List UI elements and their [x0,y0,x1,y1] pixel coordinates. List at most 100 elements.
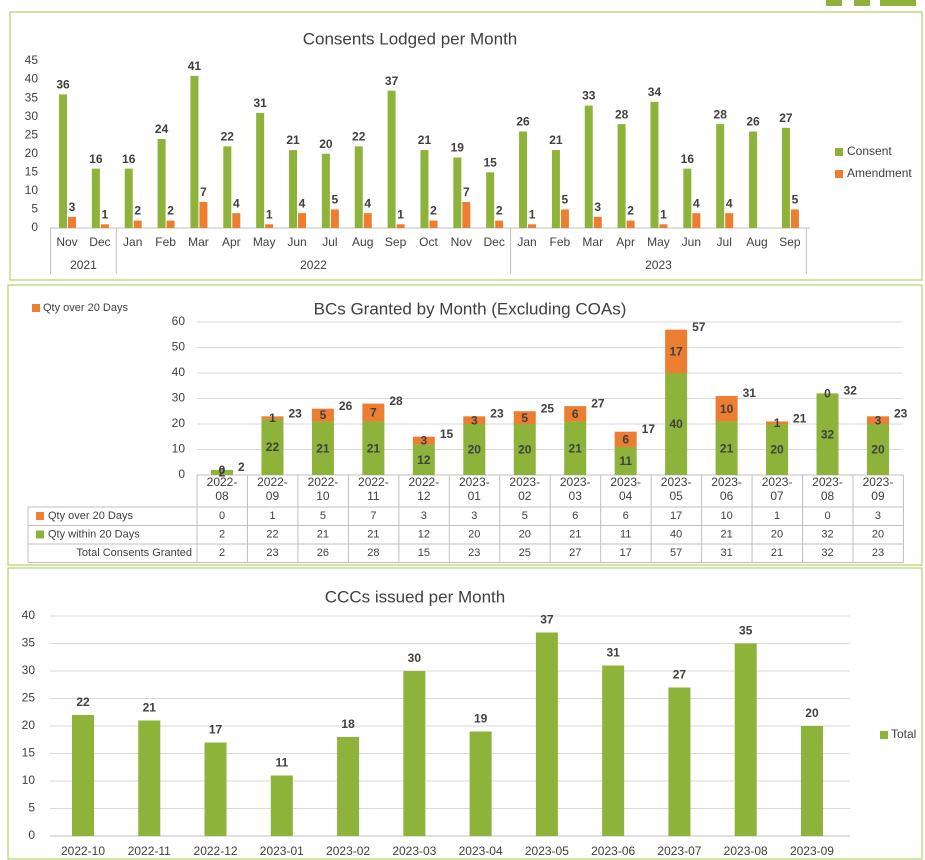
data-label: 12 [417,453,431,467]
data-label: 31 [606,646,620,660]
legend-label: Consent [847,144,892,158]
legend-key [835,148,843,156]
table-cell: 7 [370,510,376,522]
bar [298,213,307,228]
data-label: 26 [746,115,760,129]
bar [560,209,569,228]
bar-segment [412,436,435,445]
data-label: 1 [102,207,109,221]
data-label: 2 [134,204,141,218]
toolbar-icon[interactable] [854,0,870,6]
data-label: 20 [468,443,482,457]
bar [289,150,298,228]
toolbar-icon[interactable] [880,0,916,6]
data-label: 21 [316,441,330,455]
x-tick-label: Mar [188,235,209,249]
x-tick-label: 2022-12 [408,475,439,503]
x-tick-label: Feb [550,235,571,249]
bar [420,150,429,228]
x-tick-label: Aug [352,235,373,249]
x-tick-label: Feb [155,235,176,249]
data-label: 4 [726,196,733,210]
bar [204,742,227,836]
data-label: 7 [370,406,377,420]
bar-segment [412,444,435,475]
y-tick-label: 0 [31,220,38,234]
x-tick-label: Jul [717,235,732,249]
bar-segment [463,424,486,475]
bar [584,105,593,228]
x-tick-label: 2023-04 [610,475,641,503]
x-tick-label: Jun [287,235,306,249]
x-tick-label: 2023-05 [525,844,569,858]
data-label: 4 [693,196,700,210]
data-label: 20 [319,137,333,151]
bar [100,224,109,228]
bar-segment [866,416,889,424]
bar [133,220,142,228]
total-label: 27 [591,396,605,410]
data-label: 5 [562,193,569,207]
table-cell: 1 [774,510,780,522]
table-cell: 10 [720,510,732,522]
table-cell: 32 [821,547,833,559]
bar-segment [766,424,789,475]
data-label: 21 [367,441,381,455]
bar [265,224,274,228]
table-cell: 21 [367,529,379,541]
x-tick-label: Mar [582,235,603,249]
bar [519,131,528,228]
data-label: 20 [770,443,784,457]
table-cell: 5 [320,510,326,522]
x-tick-label: Nov [451,235,472,249]
bar [683,168,692,228]
table-cell: 23 [266,547,278,559]
y-tick-label: 40 [22,608,36,622]
data-label: 34 [648,85,662,99]
x-tick-label: May [253,235,276,249]
total-label: 26 [339,399,353,413]
toolbar-icon[interactable] [826,0,842,6]
data-label: 10 [720,402,734,416]
data-label: 24 [155,122,169,136]
data-label: 5 [320,408,327,422]
chart-title: BCs Granted by Month (Excluding COAs) [314,299,627,318]
bar-segment [362,403,385,422]
y-tick-label: 30 [22,663,36,677]
data-label: 3 [594,200,601,214]
bar [453,157,462,228]
data-label: 3 [69,200,76,214]
chart-title: Consents Lodged per Month [303,29,518,48]
bar-segment [261,418,284,475]
data-label: 22 [266,440,280,454]
y-tick-label: 15 [22,746,36,760]
data-label: 22 [352,130,366,144]
table-cell: 5 [522,510,528,522]
group-label: 2021 [70,258,97,272]
bar [124,168,133,228]
bar-segment [311,421,334,475]
data-label: 20 [871,443,885,457]
data-label: 2 [219,466,226,480]
table-cell: 21 [720,529,732,541]
legend-key [880,731,888,739]
bar [692,213,701,228]
bar-segment [513,424,536,475]
bar [668,687,691,836]
bar [734,643,757,836]
y-tick-label: 20 [22,718,36,732]
bar [270,775,293,836]
x-tick-label: 2023-03 [392,844,436,858]
x-tick-label: 2022-10 [308,475,339,503]
data-label: 7 [463,185,470,199]
panel [9,11,923,281]
table-cell: 40 [670,529,682,541]
table-cell: 20 [771,529,783,541]
bar [781,127,790,228]
y-tick-label: 10 [22,773,36,787]
bar [387,90,396,228]
x-tick-label: Nov [56,235,77,249]
bar [337,737,360,836]
data-label: 32 [821,427,835,441]
x-tick-label: Jul [322,235,337,249]
